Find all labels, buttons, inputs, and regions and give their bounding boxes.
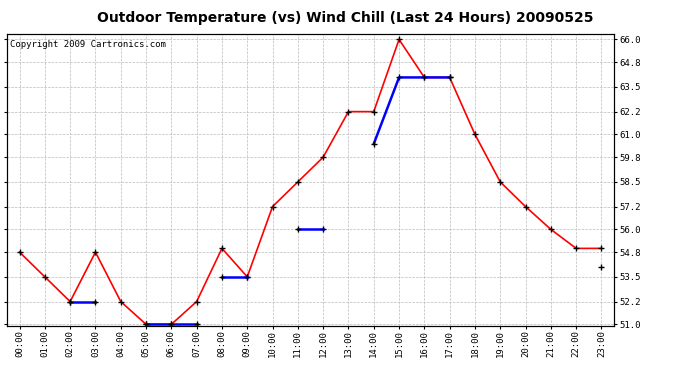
Text: Outdoor Temperature (vs) Wind Chill (Last 24 Hours) 20090525: Outdoor Temperature (vs) Wind Chill (Las…: [97, 11, 593, 25]
Text: Copyright 2009 Cartronics.com: Copyright 2009 Cartronics.com: [10, 40, 166, 49]
